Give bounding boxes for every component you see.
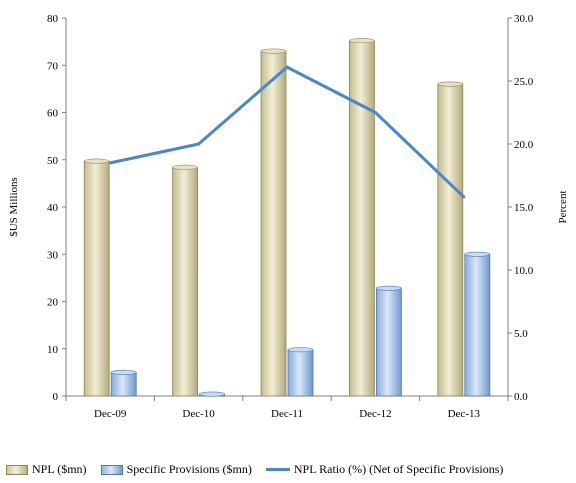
y-axis-title: $US Millions <box>8 177 20 237</box>
x-tick-label: Dec-10 <box>182 408 215 420</box>
x-tick-label: Dec-12 <box>359 408 391 420</box>
bar-provisions-cap <box>287 347 314 353</box>
ratio-line <box>108 65 466 199</box>
right-tick-label: 15.0 <box>514 202 534 214</box>
bar-npl <box>172 166 199 397</box>
legend-item-ratio: NPL Ratio (%) (Net of Specific Provision… <box>265 462 504 477</box>
bar-npl <box>260 50 287 397</box>
bar-npl-cap <box>437 81 464 87</box>
bar-npl-cap <box>172 164 198 170</box>
legend-swatch-provisions <box>100 464 123 475</box>
x-tick-label: Dec-11 <box>271 408 303 420</box>
right-tick-label: 30.0 <box>514 13 534 25</box>
ratio-point <box>285 65 289 69</box>
right-tick-label: 20.0 <box>514 139 534 151</box>
x-tick-label: Dec-13 <box>448 408 481 420</box>
ratio-point <box>373 111 377 114</box>
bar-provisions <box>375 287 402 397</box>
axes <box>62 17 512 401</box>
bar-provisions-cap <box>199 391 225 397</box>
left-tick-label: 70 <box>47 60 59 72</box>
left-tick-label: 40 <box>47 202 59 214</box>
bar-provisions <box>287 349 314 397</box>
legend-label-provisions: Specific Provisions ($mn) <box>126 462 252 476</box>
bar-provisions <box>110 371 137 397</box>
bar-npl-cap <box>349 38 375 44</box>
y2-axis-title: Percent <box>557 191 569 224</box>
right-tick-label: 5.0 <box>514 328 528 340</box>
bar-provisions-cap <box>376 285 402 291</box>
bar-npl <box>437 83 464 397</box>
legend-swatch-ratio <box>265 468 290 471</box>
right-tick-label: 0.0 <box>514 391 528 403</box>
left-tick-label: 20 <box>47 297 59 309</box>
x-tick-label: Dec-09 <box>94 408 127 420</box>
ratio-point <box>108 161 112 165</box>
left-tick-label: 10 <box>47 344 59 356</box>
legend-item-provisions: Specific Provisions ($mn) <box>100 462 252 477</box>
bars <box>83 38 491 397</box>
legend-item-npl: NPL ($mn) <box>6 462 87 477</box>
bar-npl <box>348 40 375 397</box>
legend: NPL ($mn) Specific Provisions ($mn) NPL … <box>6 462 517 477</box>
bar-npl <box>83 160 110 397</box>
right-tick-label: 25.0 <box>514 76 534 88</box>
bar-npl-cap <box>260 48 287 54</box>
left-tick-label: 0 <box>53 391 59 403</box>
ratio-point <box>462 195 466 199</box>
legend-label-npl: NPL ($mn) <box>32 462 87 476</box>
right-tick-label: 10.0 <box>514 265 534 277</box>
bar-provisions <box>464 253 491 397</box>
legend-label-ratio: NPL Ratio (%) (Net of Specific Provision… <box>293 462 504 476</box>
bar-provisions-cap <box>110 369 137 375</box>
bar-npl-cap <box>83 158 110 164</box>
left-tick-label: 60 <box>47 108 59 120</box>
ratio-point <box>197 142 201 146</box>
axis-labels: 0 10 20 30 40 50 60 70 80 0.0 5.0 10.0 15.0 20.0 25.0 3… <box>8 13 569 420</box>
legend-swatch-npl <box>6 464 28 475</box>
bar-provisions-cap <box>464 251 491 257</box>
left-tick-label: 80 <box>47 13 59 25</box>
left-tick-label: 30 <box>47 249 59 261</box>
ratio-line-path <box>109 65 465 199</box>
left-tick-label: 50 <box>47 155 59 167</box>
